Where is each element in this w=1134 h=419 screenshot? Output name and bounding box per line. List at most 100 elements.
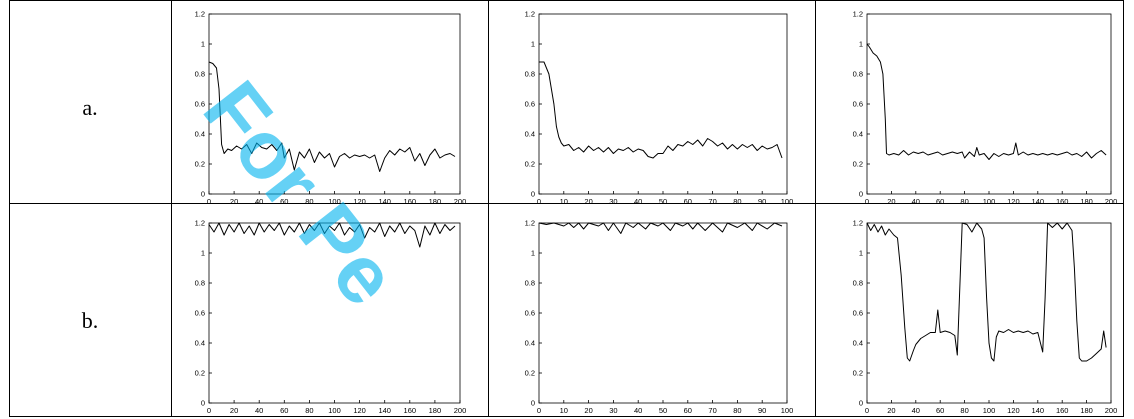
x-tick-label: 60 [280, 197, 288, 206]
chart-panel-2: 0 0.2 0.4 0.6 0.8 1 1.2 0 10 20 30 40 50 60 70 80 90 100 [525, 10, 794, 207]
y-tick-label: 0 [531, 399, 535, 408]
y-tick-label: 0.4 [853, 130, 863, 139]
x-tick-label: 0 [207, 197, 211, 206]
x-tick-label: 50 [659, 197, 667, 206]
y-tick-label: 0 [201, 399, 205, 408]
y-tick-label: 0.8 [853, 70, 863, 79]
y-tick-label: 0.8 [195, 70, 205, 79]
x-tick-label: 200 [454, 197, 467, 206]
y-tick-label: 0.4 [525, 339, 535, 348]
x-tick-label: 70 [708, 406, 716, 415]
x-tick-label: 30 [609, 406, 617, 415]
y-tick-label: 1.2 [853, 10, 863, 19]
y-tick-label: 0.6 [853, 309, 863, 318]
x-tick-label: 10 [560, 197, 568, 206]
x-tick-label: 40 [634, 197, 642, 206]
chart-panel-1: 0 0.2 0.4 0.6 0.8 1 1.2 0 20 40 60 80 100 120 140 160 18… [195, 10, 467, 207]
row-label-b: b. [82, 308, 99, 333]
y-tick-label: 0.2 [195, 369, 205, 378]
x-tick-label: 60 [936, 406, 944, 415]
x-tick-label: 20 [230, 197, 238, 206]
x-tick-label: 70 [708, 197, 716, 206]
y-tick-label: 1.2 [195, 10, 205, 19]
y-tick-label: 0.6 [525, 309, 535, 318]
y-tick-label: 1 [859, 249, 863, 258]
x-tick-label: 140 [1032, 406, 1045, 415]
x-tick-label: 180 [429, 406, 442, 415]
x-tick-label: 80 [733, 406, 741, 415]
x-tick-label: 0 [537, 197, 541, 206]
y-tick-label: 0.4 [195, 339, 205, 348]
y-tick-label: 0.8 [853, 279, 863, 288]
x-tick-label: 160 [404, 197, 417, 206]
x-tick-label: 60 [684, 197, 692, 206]
y-tick-label: 0.2 [525, 369, 535, 378]
y-tick-label: 0 [531, 190, 535, 199]
x-tick-label: 120 [353, 406, 366, 415]
x-tick-label: 60 [936, 197, 944, 206]
y-tick-label: 1 [531, 249, 535, 258]
x-tick-label: 160 [1056, 406, 1069, 415]
y-tick-label: 0.4 [195, 130, 205, 139]
table-frame [9, 0, 1124, 417]
x-tick-label: 20 [584, 406, 592, 415]
chart-panel-4: 0 0.2 0.4 0.6 0.8 1 1.2 0 20 40 60 80 100 120 140 160 18… [195, 219, 467, 416]
x-tick-label: 80 [305, 406, 313, 415]
y-tick-label: 1.2 [195, 219, 205, 228]
x-tick-label: 20 [584, 197, 592, 206]
x-tick-label: 30 [609, 197, 617, 206]
x-tick-label: 200 [454, 406, 467, 415]
y-tick-label: 1.2 [853, 219, 863, 228]
y-tick-label: 0.6 [525, 100, 535, 109]
y-tick-label: 0.4 [525, 130, 535, 139]
y-tick-label: 0.2 [853, 160, 863, 169]
x-tick-label: 160 [1056, 197, 1069, 206]
chart-panel-3: 0 0.2 0.4 0.6 0.8 1 1.2 0 20 40 60 80 100 120 140 160 18… [853, 10, 1118, 207]
x-tick-label: 0 [865, 406, 869, 415]
x-tick-label: 40 [634, 406, 642, 415]
x-tick-label: 40 [255, 197, 263, 206]
series-line-1 [866, 43, 1107, 160]
x-tick-label: 120 [353, 197, 366, 206]
x-tick-label: 0 [207, 406, 211, 415]
x-tick-label: 40 [912, 406, 920, 415]
x-tick-label: 80 [733, 197, 741, 206]
y-tick-label: 1 [201, 40, 205, 49]
x-tick-label: 80 [960, 197, 968, 206]
x-tick-label: 120 [1007, 406, 1020, 415]
x-tick-label: 100 [983, 406, 996, 415]
x-tick-label: 100 [983, 197, 996, 206]
series-line-1 [538, 222, 783, 234]
table-borders [9, 0, 1124, 417]
x-tick-label: 100 [328, 406, 341, 415]
chart-panel-5: 0 0.2 0.4 0.6 0.8 1 1.2 0 10 20 30 40 50 60 70 80 90 100 [525, 219, 794, 416]
y-tick-label: 1 [201, 249, 205, 258]
y-tick-label: 0.6 [853, 100, 863, 109]
y-tick-label: 1 [531, 40, 535, 49]
y-tick-label: 0.8 [195, 279, 205, 288]
x-tick-label: 80 [305, 197, 313, 206]
series-line-1 [208, 222, 456, 248]
x-tick-label: 40 [255, 406, 263, 415]
x-tick-label: 160 [404, 406, 417, 415]
y-tick-label: 0.8 [525, 70, 535, 79]
x-tick-label: 90 [758, 197, 766, 206]
x-tick-label: 0 [537, 406, 541, 415]
plot-frame [538, 222, 788, 404]
series-line-1 [539, 61, 783, 159]
x-tick-label: 90 [758, 406, 766, 415]
y-tick-label: 0.2 [853, 369, 863, 378]
x-tick-label: 60 [684, 406, 692, 415]
x-tick-label: 180 [429, 197, 442, 206]
x-tick-label: 140 [1032, 197, 1045, 206]
y-tick-label: 1 [859, 40, 863, 49]
x-tick-label: 200 [1105, 406, 1118, 415]
y-tick-label: 0.8 [525, 279, 535, 288]
x-tick-label: 20 [230, 406, 238, 415]
chart-panels: 00.20.40.60.811.20 20 40 60 80 100 120 140 160 18… [195, 10, 1118, 416]
y-tick-label: 0 [201, 190, 205, 199]
y-tick-label: 0 [859, 190, 863, 199]
x-tick-label: 10 [560, 406, 568, 415]
y-tick-label: 1.2 [525, 10, 535, 19]
y-tick-label: 0 [859, 399, 863, 408]
